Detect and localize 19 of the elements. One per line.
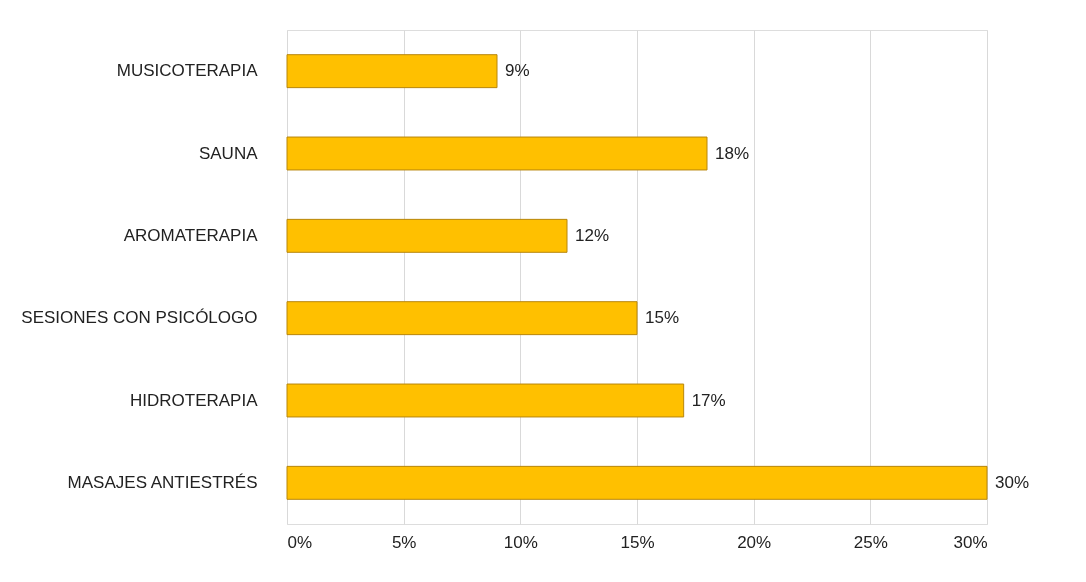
y-tick-label: HIDROTERAPIA: [129, 390, 259, 410]
data-label: 12%: [575, 225, 610, 245]
data-label: 9%: [505, 61, 530, 81]
x-tick-label: 20%: [737, 532, 772, 552]
data-label: 15%: [645, 308, 680, 328]
x-tick-label: 25%: [853, 532, 888, 552]
data-label: 18%: [715, 143, 750, 163]
x-tick-label: 0%: [287, 532, 313, 552]
data-label: 17%: [691, 390, 726, 410]
y-tick-label: SAUNA: [198, 143, 259, 163]
y-tick-label: SESIONES CON PSICÓLOGO: [21, 308, 258, 328]
x-tick-label: 30%: [953, 532, 988, 552]
x-tick-label: 15%: [620, 532, 655, 552]
data-label: 30%: [995, 472, 1030, 492]
y-tick-label: MUSICOTERAPIA: [116, 61, 259, 81]
x-tick-label: 5%: [391, 532, 417, 552]
x-tick-label: 10%: [503, 532, 538, 552]
y-tick-label: AROMATERAPIA: [123, 225, 259, 245]
y-tick-label: MASAJES ANTIESTRÉS: [67, 472, 258, 492]
